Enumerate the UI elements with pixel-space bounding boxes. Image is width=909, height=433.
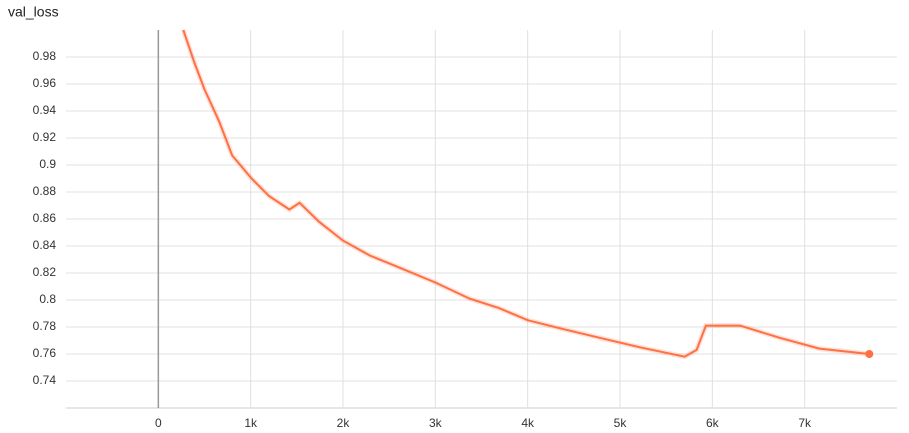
y-tick-label: 0.92	[33, 130, 57, 144]
y-tick-label: 0.98	[33, 49, 57, 63]
x-tick-label: 1k	[244, 416, 258, 430]
y-tick-label: 0.84	[33, 238, 57, 252]
y-tick-label: 0.9	[39, 157, 56, 171]
x-tick-label: 3k	[429, 416, 443, 430]
y-tick-label: 0.86	[33, 211, 57, 225]
y-tick-label: 0.94	[33, 103, 57, 117]
x-tick-label: 6k	[706, 416, 720, 430]
last-point	[865, 350, 874, 358]
y-tick-label: 0.74	[33, 373, 57, 387]
y-tick-label: 0.82	[33, 265, 57, 279]
y-tick-label: 0.96	[33, 76, 57, 90]
y-tick-label: 0.8	[39, 292, 56, 306]
x-tick-label: 0	[155, 416, 162, 430]
series-halo	[180, 29, 870, 360]
y-tick-label: 0.88	[33, 184, 57, 198]
x-tick-label: 7k	[798, 416, 812, 430]
x-tick-label: 4k	[521, 416, 535, 430]
x-tick-label: 2k	[337, 416, 351, 430]
y-tick-label: 0.76	[33, 346, 57, 360]
series-line	[182, 29, 870, 358]
x-tick-label: 5k	[614, 416, 628, 430]
y-tick-label: 0.78	[33, 319, 57, 333]
chart-title: val_loss	[8, 4, 59, 20]
